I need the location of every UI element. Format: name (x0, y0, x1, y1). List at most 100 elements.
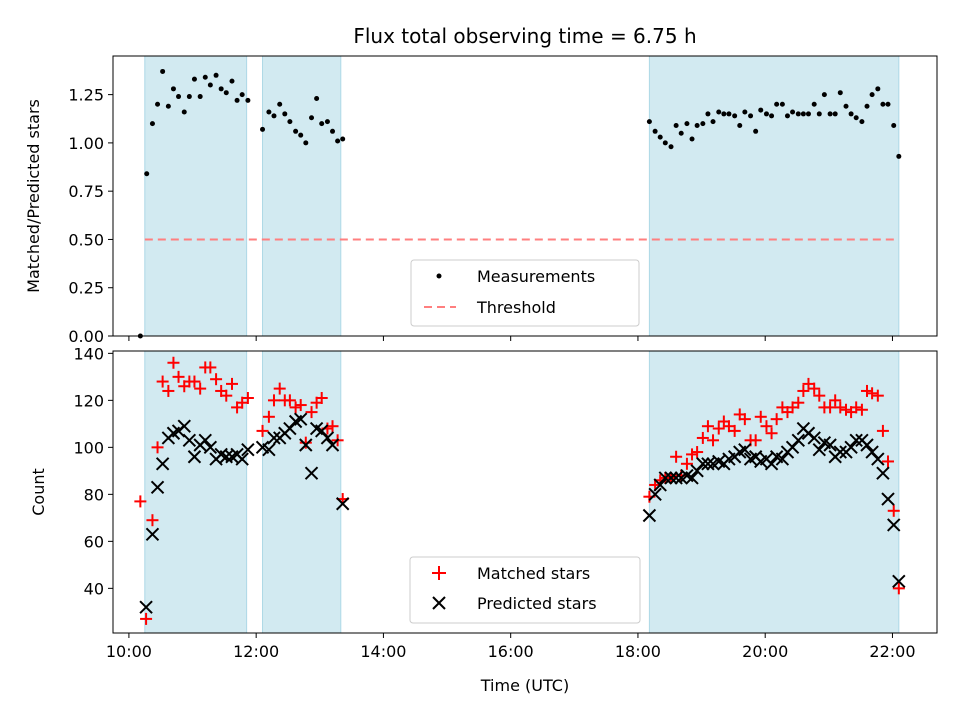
bottom-y-ticks: 40 60 80 100 120 140 (73, 344, 113, 598)
predicted-star-point (844, 440, 858, 455)
measurement-point (891, 123, 897, 129)
measurement-point (319, 121, 325, 127)
matched-star-point (151, 441, 164, 454)
predicted-star-point (701, 457, 715, 471)
matched-star-point (156, 375, 169, 388)
top-x-ticks (128, 336, 893, 341)
matched-star-point (834, 401, 847, 414)
measurement-point (218, 86, 224, 92)
matched-star-point (701, 420, 714, 433)
shaded-interval (648, 55, 900, 337)
x-tick-label: 10:00 (106, 642, 152, 661)
matched-star-point (289, 401, 302, 414)
matched-star-point (188, 375, 201, 388)
top-y-ticks: 0.00 0.25 0.50 0.75 1.00 1.25 (68, 86, 113, 346)
matched-star-point (691, 446, 704, 459)
measurement-point (303, 140, 309, 146)
matched-star-point (262, 410, 275, 423)
matched-star-point (696, 431, 709, 444)
matched-star-point (134, 495, 147, 508)
measurement-point (784, 113, 790, 119)
measurement-point (239, 92, 245, 98)
predicted-star-point (648, 487, 662, 502)
y-tick-label: 0.00 (68, 327, 104, 346)
measurement-point (737, 123, 743, 129)
measurement-point (646, 119, 652, 125)
bottom-panel: 40 60 80 100 120 140 10:00 12:00 14:00 16:00 18:0… (29, 344, 938, 695)
matched-star-point (686, 448, 699, 461)
matched-star-point (299, 436, 312, 449)
matched-star-point (861, 384, 874, 397)
predicted-star-point (860, 438, 874, 452)
measurement-point (293, 128, 299, 134)
measurement-point (748, 113, 754, 119)
y-tick-label: 40 (84, 579, 104, 598)
measurement-point (726, 111, 732, 117)
measurement-point (652, 128, 658, 134)
measurement-point (335, 138, 341, 144)
measurement-point (811, 101, 817, 107)
measurement-point (160, 68, 166, 74)
matched-star-point (829, 394, 842, 407)
predicted-star-point (155, 457, 170, 471)
measurement-point (827, 111, 833, 117)
predicted-star-point (241, 442, 255, 457)
measurement-point (155, 101, 161, 107)
predicted-star-point (738, 442, 752, 457)
measurement-point (689, 136, 695, 142)
predicted-star-point (335, 497, 350, 511)
measurement-point (298, 132, 304, 138)
measurement-point (742, 109, 748, 115)
matched-star-point (871, 389, 884, 402)
matched-star-point (194, 382, 207, 395)
matched-star-point (765, 427, 778, 440)
measurement-point (340, 136, 346, 142)
matched-star-point (315, 392, 328, 404)
predicted-star-point (145, 527, 160, 542)
matched-star-point (712, 422, 725, 435)
measurement-point (197, 94, 203, 100)
x-tick-label: 22:00 (869, 642, 915, 661)
matched-star-point (882, 455, 895, 468)
measurement-point (282, 111, 288, 117)
matched-stars-points (134, 356, 905, 625)
measurement-point (716, 109, 722, 115)
measurement-point (758, 107, 764, 113)
bottom-x-ticks: 10:00 12:00 14:00 16:00 18:00 20:00 22:00 (106, 633, 916, 661)
matched-star-point (204, 361, 217, 374)
predicted-star-point (664, 471, 678, 485)
predicted-star-point (887, 518, 901, 532)
matched-star-point (326, 420, 339, 433)
measurement-point (710, 119, 716, 125)
x-axis-label: Time (UTC) (480, 676, 569, 695)
y-tick-label: 1.25 (68, 86, 104, 105)
measurement-point (314, 95, 320, 101)
matched-star-point (680, 457, 693, 470)
bottom-y-axis-label: Count (29, 468, 48, 516)
measurement-point (885, 101, 891, 107)
chart-title: Flux total observing time = 6.75 h (353, 24, 696, 48)
legend-measurements-marker (436, 273, 442, 279)
measurement-point (769, 113, 775, 119)
predicted-star-point (219, 450, 233, 464)
x-tick-label: 16:00 (488, 642, 534, 661)
matched-star-point (225, 377, 238, 390)
predicted-star-point (669, 471, 683, 485)
y-tick-label: 60 (84, 532, 104, 551)
measurement-point (816, 111, 822, 117)
matched-star-point (241, 392, 254, 404)
predicted-star-point (320, 431, 335, 445)
matched-star-point (670, 450, 683, 463)
measurement-point (223, 90, 229, 96)
matched-star-point (273, 382, 286, 395)
measurement-point (266, 109, 272, 115)
top-y-axis-label: Matched/Predicted stars (24, 99, 43, 293)
predicted-star-point (812, 442, 826, 457)
shaded-interval (144, 350, 248, 634)
y-tick-label: 140 (73, 344, 104, 363)
measurement-point (657, 134, 663, 140)
x-tick-label: 14:00 (360, 642, 406, 661)
predicted-star-point (833, 445, 847, 459)
top-legend: Measurements Threshold (410, 259, 640, 327)
